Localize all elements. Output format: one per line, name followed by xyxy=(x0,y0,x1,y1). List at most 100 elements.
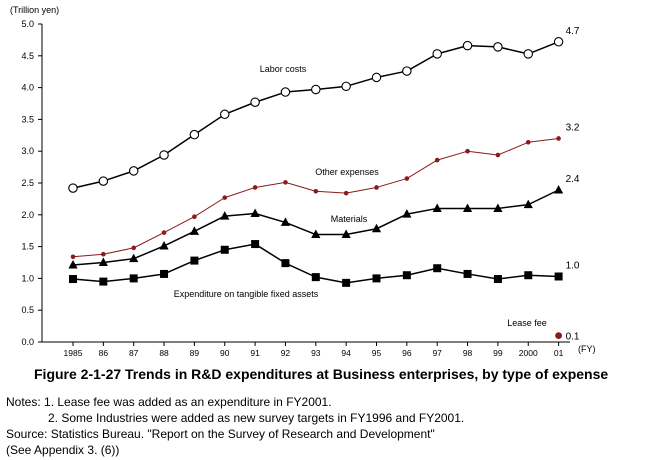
data-point xyxy=(462,40,473,51)
data-point xyxy=(554,272,563,281)
end-value-label: 2.4 xyxy=(566,174,580,185)
series-label: Expenditure on tangible fixed assets xyxy=(174,289,319,299)
x-tick-label: 97 xyxy=(432,348,442,358)
series-label: Other expenses xyxy=(315,167,379,177)
data-point xyxy=(525,139,531,145)
line-chart: 0.0 0.5 1.0 1.5 2.0 2.5 3.0 3.5 4.0 4.5 5.0 (Trilli… xyxy=(10,5,596,358)
notes: Notes: 1. Lease fee was added as an expe… xyxy=(6,394,464,458)
data-point xyxy=(192,214,197,220)
y-tick-label: 5.0 xyxy=(21,19,34,29)
data-point xyxy=(280,87,291,97)
y-tick-label: 0.5 xyxy=(21,305,34,315)
data-point xyxy=(281,259,290,268)
data-point xyxy=(129,274,138,283)
data-point xyxy=(404,176,410,181)
data-point xyxy=(342,278,351,287)
data-point xyxy=(372,274,381,283)
y-tick-label: 1.0 xyxy=(21,273,34,283)
y-tick-label: 4.5 xyxy=(21,51,34,61)
x-tick-label: 94 xyxy=(341,348,351,358)
data-point xyxy=(493,42,503,52)
x-tick-label: 89 xyxy=(190,348,200,358)
data-point xyxy=(220,245,229,254)
x-tick-label: 91 xyxy=(250,348,260,358)
data-point xyxy=(251,240,260,249)
data-point xyxy=(402,209,412,218)
data-point xyxy=(98,176,109,186)
data-point xyxy=(524,271,533,280)
end-value-label: 0.1 xyxy=(566,332,580,343)
x-tick-label: 2000 xyxy=(519,348,538,358)
data-point xyxy=(129,253,139,263)
data-point xyxy=(343,190,349,196)
data-point xyxy=(69,275,77,284)
series-line xyxy=(72,189,559,266)
data-point xyxy=(250,208,260,218)
data-point xyxy=(371,223,382,233)
data-point xyxy=(280,217,291,226)
data-point xyxy=(402,271,411,280)
note-1: Notes: 1. Lease fee was added as an expe… xyxy=(6,395,332,409)
data-point xyxy=(311,84,321,95)
data-point xyxy=(101,251,106,257)
data-point xyxy=(311,273,320,282)
series-label: Labor costs xyxy=(260,64,307,74)
data-point xyxy=(432,203,442,212)
data-point xyxy=(160,269,169,278)
data-point xyxy=(341,81,351,92)
data-point xyxy=(523,49,533,59)
x-axis-label: (FY) xyxy=(578,344,596,354)
appendix-note: (See Appendix 3. (6)) xyxy=(6,443,120,457)
data-point xyxy=(190,256,199,265)
data-point xyxy=(128,166,139,176)
y-tick-label: 4.0 xyxy=(21,83,34,93)
data-point xyxy=(311,229,321,239)
data-point xyxy=(374,185,379,190)
x-tick-label: 90 xyxy=(220,348,230,358)
data-point xyxy=(341,229,351,239)
x-tick-label: 1985 xyxy=(64,348,83,358)
x-tick-label: 01 xyxy=(554,348,564,358)
data-point xyxy=(433,264,442,273)
data-point xyxy=(371,72,382,83)
x-tick-label: 86 xyxy=(99,348,109,358)
data-point xyxy=(313,188,319,194)
x-tick-label: 88 xyxy=(159,348,169,358)
data-point xyxy=(189,226,199,235)
series-label: Materials xyxy=(331,214,368,224)
data-point xyxy=(523,199,533,209)
data-point xyxy=(493,275,502,284)
data-point xyxy=(495,152,501,158)
data-point xyxy=(432,49,442,59)
data-point xyxy=(220,109,230,120)
x-tick-label: 92 xyxy=(281,348,291,358)
data-point xyxy=(283,180,288,185)
x-tick-label: 96 xyxy=(402,348,412,358)
data-point xyxy=(131,245,136,251)
y-tick-label: 1.5 xyxy=(21,242,34,252)
y-tick-label: 3.0 xyxy=(21,146,34,156)
data-point xyxy=(98,257,108,266)
x-tick-label: 93 xyxy=(311,348,321,358)
data-point xyxy=(99,277,108,286)
series-label: Lease fee xyxy=(507,318,547,328)
y-axis-label: (Trillion yen) xyxy=(10,5,59,15)
data-point xyxy=(434,157,440,163)
data-point xyxy=(250,97,260,107)
y-tick-label: 0.0 xyxy=(21,337,34,347)
data-point xyxy=(553,37,564,47)
source-note: Source: Statistics Bureau. "Report on th… xyxy=(6,427,435,441)
data-point xyxy=(161,230,167,235)
data-point xyxy=(555,332,562,340)
x-tick-label: 99 xyxy=(493,348,503,358)
data-point xyxy=(252,185,258,190)
data-point xyxy=(402,66,412,76)
data-point xyxy=(68,260,78,269)
data-point xyxy=(159,240,169,250)
end-value-label: 1.0 xyxy=(566,260,580,271)
y-tick-label: 2.5 xyxy=(21,178,34,188)
x-tick-label: 95 xyxy=(372,348,382,358)
data-point xyxy=(220,211,230,220)
x-tick-label: 87 xyxy=(129,348,139,358)
end-value-label: 3.2 xyxy=(566,122,580,133)
